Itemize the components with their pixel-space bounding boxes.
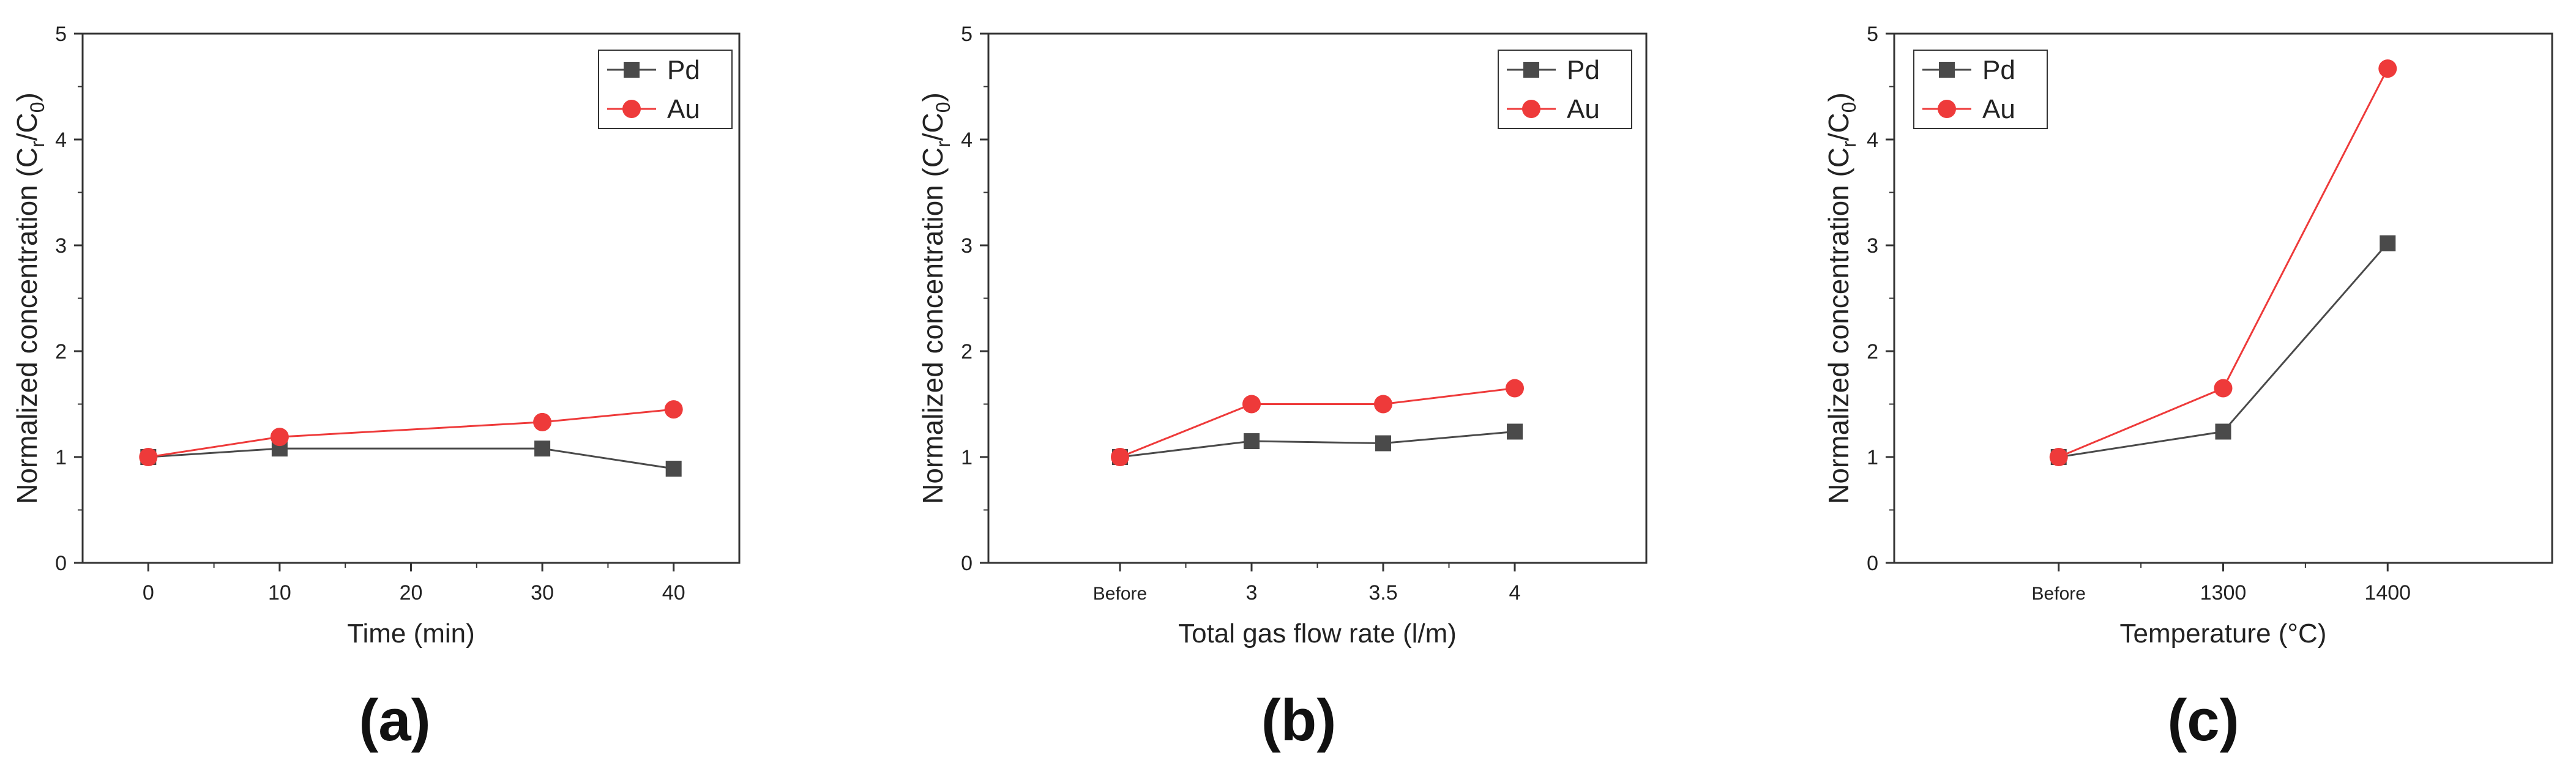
y-axis-label-subscript: r xyxy=(26,141,48,147)
data-point-au xyxy=(1506,379,1524,398)
y-axis-label-part: /C xyxy=(1823,113,1854,141)
legend-label: Au xyxy=(667,94,700,124)
panel-label: (a) xyxy=(359,688,430,753)
y-tick-label: 3 xyxy=(961,234,973,258)
y-axis-label-part: ) xyxy=(1823,92,1854,102)
y-axis-label-subscript: 0 xyxy=(932,102,954,113)
x-axis-label: Temperature (°C) xyxy=(2120,619,2327,649)
legend-box xyxy=(598,50,733,129)
legend-label: Au xyxy=(1567,94,1600,124)
legend-marker xyxy=(622,100,641,118)
x-tick-label: 30 xyxy=(531,581,554,604)
series-line-pd xyxy=(148,447,674,470)
data-point-au xyxy=(270,428,289,447)
y-tick-label: 0 xyxy=(1867,552,1878,575)
x-tick-label: Before xyxy=(2032,584,2086,604)
y-tick-label: 5 xyxy=(55,23,67,46)
y-axis-label-part: /C xyxy=(11,113,43,141)
y-axis-label-subscript: r xyxy=(1838,141,1860,147)
chart-panel-b: 0 1 2 3 4 5 Before 3 3.5 4 Total gas flow rate (l/… xyxy=(917,23,1648,753)
legend-marker xyxy=(624,62,640,78)
legend-marker xyxy=(1938,100,1956,118)
data-point-pd xyxy=(2215,423,2231,440)
x-axis-label: Time (min) xyxy=(347,619,475,649)
x-tick-label: 1300 xyxy=(2200,581,2247,604)
data-point-au xyxy=(2378,59,2397,78)
series-line-au xyxy=(1119,387,1515,458)
y-tick-label: 3 xyxy=(55,234,67,258)
y-tick-label: 0 xyxy=(55,552,67,575)
legend-marker xyxy=(1523,62,1539,78)
data-point-au xyxy=(533,412,552,431)
legend-marker xyxy=(1522,100,1540,118)
y-axis-label: Normalized concentration (Cr/C0) xyxy=(11,92,48,504)
x-tick-label: 40 xyxy=(662,581,685,604)
panel-label: (b) xyxy=(1261,688,1337,753)
chart-panel-a: 0 1 2 3 4 5 0 10 20 30 40 Time (min) Normalized conc… xyxy=(11,23,741,753)
y-axis-label-part: ) xyxy=(917,92,949,102)
data-point-pd xyxy=(1507,423,1523,440)
data-point-au xyxy=(139,448,158,466)
legend-box xyxy=(1913,50,2048,129)
y-tick-label: 1 xyxy=(1867,446,1878,469)
data-point-pd xyxy=(1244,433,1260,450)
y-tick-label: 5 xyxy=(1867,23,1878,46)
x-tick-label: 0 xyxy=(143,581,154,604)
legend-box xyxy=(1498,50,1632,129)
y-tick-label: 4 xyxy=(55,128,67,152)
y-tick-label: 1 xyxy=(55,446,67,469)
y-tick-label: 2 xyxy=(961,340,973,363)
y-tick-label: 0 xyxy=(961,552,973,575)
series-line-au xyxy=(2058,68,2389,458)
data-point-au xyxy=(1374,395,1392,414)
y-tick-label: 1 xyxy=(961,446,973,469)
legend-label: Pd xyxy=(1982,55,2015,85)
y-axis-label-part: Normalized concentration (C xyxy=(1823,147,1854,504)
x-tick-label: 4 xyxy=(1509,581,1521,604)
x-tick-label: 10 xyxy=(268,581,291,604)
series-line-au xyxy=(148,408,674,458)
y-axis-label-subscript: r xyxy=(932,141,954,147)
y-tick-label: 4 xyxy=(961,128,973,152)
y-axis-label-part: Normalized concentration (C xyxy=(917,147,949,504)
x-tick-label: 1400 xyxy=(2364,581,2411,604)
data-point-pd xyxy=(534,441,551,457)
y-axis-label-part: Normalized concentration (C xyxy=(11,147,43,504)
series-line-pd xyxy=(1119,430,1515,458)
x-tick-label: 3.5 xyxy=(1368,581,1397,604)
legend-marker xyxy=(1939,62,1955,78)
y-axis-label-subscript: 0 xyxy=(1838,102,1860,113)
y-tick-label: 4 xyxy=(1867,128,1878,152)
x-tick-label: 20 xyxy=(400,581,423,604)
x-axis-label: Total gas flow rate (l/m) xyxy=(1178,619,1457,649)
panel-label: (c) xyxy=(2167,688,2239,753)
y-tick-label: 3 xyxy=(1867,234,1878,258)
y-axis-label: Normalized concentration (Cr/C0) xyxy=(1823,92,1860,504)
data-point-au xyxy=(664,400,683,419)
legend-label: Pd xyxy=(1567,55,1600,85)
y-tick-label: 5 xyxy=(961,23,973,46)
y-tick-label: 2 xyxy=(55,340,67,363)
data-point-pd xyxy=(2380,235,2396,251)
x-tick-label: 3 xyxy=(1246,581,1258,604)
legend-label: Pd xyxy=(667,55,700,85)
legend-label: Au xyxy=(1982,94,2015,124)
data-point-au xyxy=(1242,395,1261,414)
y-axis-label-part: ) xyxy=(11,92,43,102)
y-axis-label-subscript: 0 xyxy=(26,102,48,113)
data-point-au xyxy=(2049,448,2068,466)
x-tick-label: Before xyxy=(1093,584,1147,604)
data-point-au xyxy=(2214,379,2233,398)
data-point-pd xyxy=(1375,435,1391,452)
data-point-au xyxy=(1111,448,1129,466)
chart-panel-c: 0 1 2 3 4 5 Before 1300 1400 Temperature (°C) Norm… xyxy=(1823,23,2553,753)
data-point-pd xyxy=(665,461,682,477)
y-axis-label-part: /C xyxy=(917,113,949,141)
y-tick-label: 2 xyxy=(1867,340,1878,363)
y-axis-label: Normalized concentration (Cr/C0) xyxy=(917,92,954,504)
